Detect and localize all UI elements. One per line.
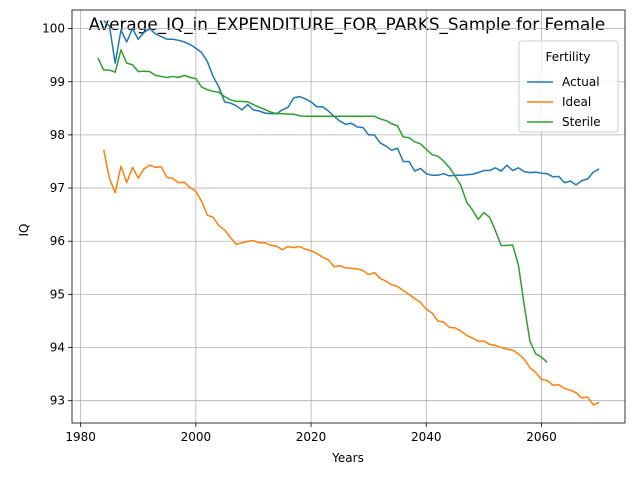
legend-box — [518, 40, 619, 133]
x-tick-label: 2000 — [181, 430, 212, 444]
x-tick-label: 2020 — [296, 430, 327, 444]
x-axis-ticks: 1980 2000 2020 2040 2060 — [65, 423, 557, 444]
y-tick-label: 97 — [50, 181, 65, 195]
series-line-ideal — [102, 149, 600, 406]
legend-label-actual: Actual — [562, 75, 600, 89]
y-axis-label: IQ — [17, 224, 31, 237]
legend-title: Fertility — [545, 50, 590, 64]
y-axis-ticks: 93 94 95 96 97 98 99 100 — [42, 22, 72, 408]
y-tick-label: 96 — [50, 234, 65, 248]
y-tick-label: 100 — [42, 22, 65, 36]
grid — [72, 10, 625, 423]
y-tick-label: 93 — [50, 394, 65, 408]
chart-title: Average_IQ_in_EXPENDITURE_FOR_PARKS_Samp… — [89, 14, 605, 35]
series-line-actual — [103, 20, 600, 186]
plot-frame — [71, 9, 626, 424]
y-tick-label: 95 — [50, 287, 65, 301]
series-line-sterile — [97, 49, 548, 363]
legend: Fertility Actual Ideal Sterile — [518, 40, 619, 133]
x-tick-label: 2040 — [411, 430, 442, 444]
legend-items: Actual Ideal Sterile — [527, 75, 601, 129]
x-axis-label: Years — [331, 451, 364, 465]
x-tick-label: 1980 — [65, 430, 96, 444]
y-tick-label: 94 — [50, 341, 65, 355]
y-tick-label: 98 — [50, 128, 65, 142]
series-lines — [97, 20, 600, 406]
legend-label-sterile: Sterile — [562, 115, 601, 129]
x-tick-label: 2060 — [526, 430, 557, 444]
legend-label-ideal: Ideal — [562, 95, 591, 109]
y-tick-label: 99 — [50, 75, 65, 89]
